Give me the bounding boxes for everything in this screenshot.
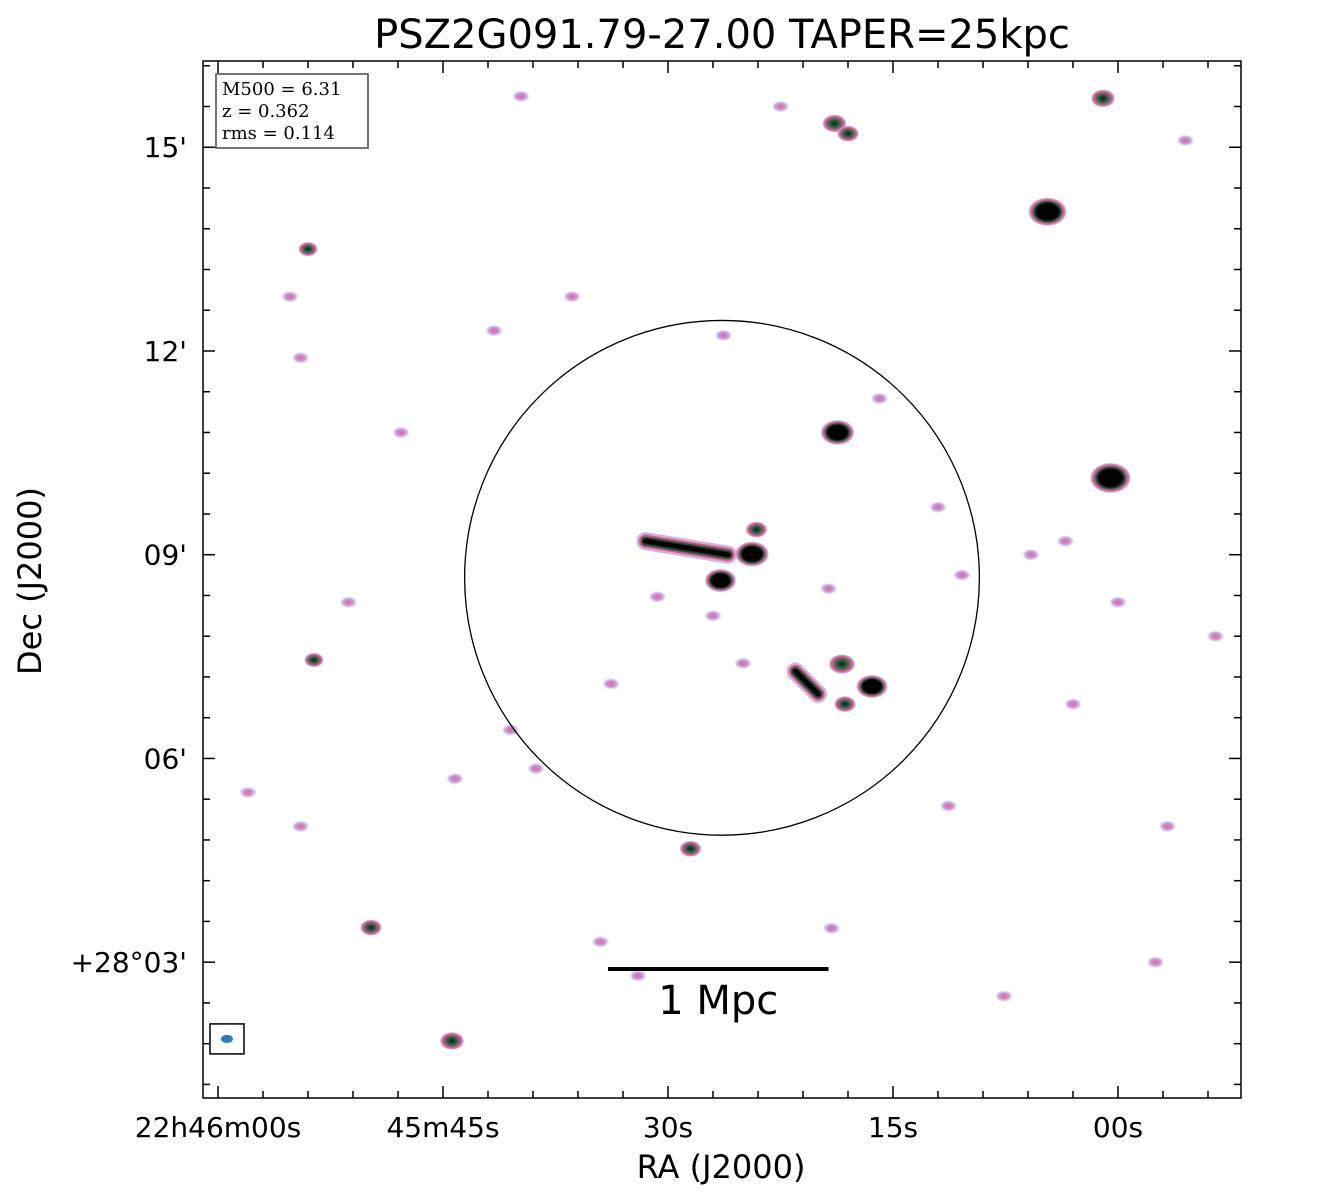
faint-hotspot — [501, 723, 520, 736]
r500-circle — [463, 319, 981, 836]
x-axis-label: RA (J2000) — [637, 1148, 806, 1186]
faint-hotspot — [1056, 535, 1075, 548]
radio-source — [439, 1031, 465, 1050]
faint-hotspot — [648, 590, 667, 603]
radio-source — [745, 521, 768, 538]
scale-bar-label: 1 Mpc — [658, 978, 778, 1024]
faint-emission-layer — [239, 90, 1225, 1003]
faint-hotspot — [870, 392, 889, 405]
faint-hotspot — [485, 324, 503, 337]
info-box: M500 = 6.31 z = 0.362 rms = 0.114 — [215, 73, 369, 149]
faint-hotspot — [291, 351, 310, 364]
radio-source — [1089, 462, 1132, 494]
scale-bar: 1 Mpc — [608, 966, 829, 1024]
faint-hotspot — [563, 290, 581, 303]
faint-hotspot — [929, 501, 947, 514]
faint-hotspot — [819, 582, 838, 595]
faint-hotspot — [527, 762, 545, 775]
faint-hotspot — [704, 609, 722, 622]
radio-source — [1090, 89, 1116, 108]
faint-hotspot — [629, 969, 647, 982]
axis-ticks — [203, 61, 1241, 1098]
y-tick-label: 15' — [144, 131, 187, 164]
radio-source — [837, 125, 859, 142]
faint-hotspot — [1064, 698, 1082, 711]
radio-source — [828, 654, 856, 674]
x-tick-label: 00s — [1093, 1111, 1143, 1144]
beam-indicator — [209, 1023, 245, 1055]
extended-source-core — [793, 669, 821, 697]
faint-hotspot — [822, 922, 841, 935]
x-tick-labels: 22h46m00s 45m45s 30s 15s 00s — [135, 1111, 1143, 1144]
faint-hotspot — [953, 569, 971, 582]
info-m500: M500 = 6.31 — [222, 79, 341, 100]
faint-hotspot — [591, 935, 610, 948]
info-box-frame — [215, 73, 369, 149]
faint-hotspot — [995, 990, 1013, 1003]
faint-hotspot — [1158, 820, 1177, 833]
faint-hotspot — [1176, 134, 1195, 147]
faint-hotspot — [602, 677, 620, 690]
faint-hotspot — [1206, 630, 1225, 643]
faint-hotspot — [771, 100, 790, 113]
radio-source — [734, 541, 770, 567]
radio-source — [679, 840, 702, 857]
faint-hotspot — [339, 596, 358, 609]
radio-source — [298, 241, 318, 257]
radio-source — [820, 419, 855, 446]
faint-hotspot — [1022, 548, 1040, 561]
info-rms: rms = 0.114 — [222, 123, 335, 144]
faint-hotspot — [281, 290, 299, 303]
faint-hotspot — [291, 820, 310, 833]
info-redshift: z = 0.362 — [222, 101, 310, 122]
y-axis-label: Dec (J2000) — [11, 487, 49, 675]
plot-frame — [202, 60, 1242, 1099]
x-tick-label: 45m45s — [386, 1111, 499, 1144]
y-tick-label: 09' — [144, 539, 187, 572]
radio-source — [704, 568, 737, 593]
radio-source — [304, 652, 324, 668]
faint-hotspot — [239, 786, 257, 799]
y-tick-label: +28°03' — [71, 946, 187, 979]
extended-source-core — [643, 538, 731, 558]
r500-circle-layer — [463, 319, 981, 836]
y-tick-labels: +28°03' 06' 09' 12' 15' — [71, 131, 187, 979]
faint-hotspot — [512, 90, 530, 103]
point-sources-layer — [298, 89, 1132, 1050]
extended-sources-layer — [636, 532, 827, 703]
x-tick-label: 30s — [643, 1111, 693, 1144]
faint-hotspot — [446, 772, 464, 785]
chart-title: PSZ2G091.79-27.00 TAPER=25kpc — [374, 12, 1070, 58]
plot-area — [203, 61, 1241, 1098]
radio-source — [1028, 197, 1067, 227]
faint-hotspot — [1109, 596, 1127, 609]
radio-source — [856, 674, 888, 699]
beam-ellipse — [221, 1034, 233, 1043]
radio-source — [834, 696, 856, 713]
faint-hotspot — [734, 657, 752, 670]
y-tick-label: 12' — [144, 335, 187, 368]
x-tick-label: 22h46m00s — [135, 1111, 302, 1144]
x-tick-label: 15s — [868, 1111, 918, 1144]
radio-source — [360, 919, 382, 936]
faint-hotspot — [392, 426, 410, 439]
faint-hotspot — [714, 329, 733, 342]
faint-hotspot — [939, 799, 958, 812]
faint-hotspot — [1146, 956, 1165, 969]
y-tick-label: 06' — [144, 742, 187, 775]
